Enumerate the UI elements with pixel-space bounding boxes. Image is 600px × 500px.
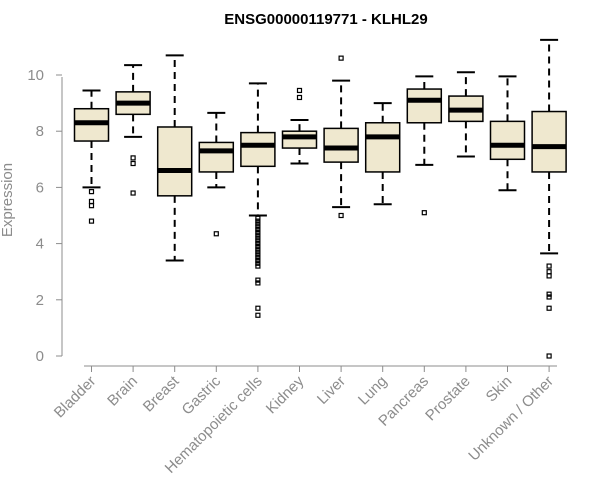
outlier-point [213,231,219,237]
outlier-point [130,155,136,161]
box-group [240,82,276,318]
box-group [323,55,359,219]
outlier-point [546,273,552,279]
iqr-box [406,88,443,124]
outlier-point [296,87,303,94]
iqr-box [489,120,526,161]
outlier-point [255,280,261,286]
y-tick-label: 2 [36,292,44,309]
outlier-point [255,232,261,238]
box-group [531,38,567,359]
y-tick-label: 8 [36,123,44,140]
outlier-point [255,249,261,255]
x-tick-label: Prostate [422,373,474,425]
outlier-point [255,221,261,227]
box-group [156,54,193,262]
outlier-point [255,226,261,233]
outlier-point [255,241,261,247]
x-tick-label: Kidney [263,372,308,417]
outlier-point [255,224,261,230]
outlier-point [546,291,552,297]
outlier-point [130,160,136,167]
box-group [364,102,401,206]
outlier-point [130,190,136,196]
x-tick-label: Breast [140,372,183,415]
outlier-point [88,218,95,224]
y-ticks: 0 2 4 6 8 10 [27,67,62,365]
boxes [73,38,567,359]
outlier-point [255,235,261,241]
outlier-point [88,203,95,209]
iqr-box [198,141,235,173]
outlier-point [255,252,261,258]
outlier-point [546,263,552,269]
outlier-point [421,210,427,216]
outlier-point [255,215,261,221]
y-axis-label: Expression [0,163,16,237]
outlier-point [255,263,261,269]
outlier-point [255,305,261,311]
outlier-point [546,269,552,275]
outlier-point [255,238,261,244]
box-group [489,75,526,192]
outlier-point [255,243,261,250]
iqr-box [531,110,567,173]
y-tick-label: 10 [27,67,44,84]
outlier-point [88,189,95,195]
outlier-point [88,198,95,205]
y-tick-label: 6 [36,179,44,196]
box-group [406,75,443,216]
outlier-point [255,255,261,261]
box-group [115,64,151,196]
outlier-point [255,218,261,224]
x-tick-label: Brain [104,373,141,410]
y-tick-label: 4 [36,236,44,253]
box-group [198,111,235,237]
box-group [281,87,318,165]
outlier-point [255,246,261,252]
x-tick-label: Bladder [51,373,100,422]
outlier-point [546,353,552,359]
iqr-box [156,126,193,197]
x-tick-label: Lung [355,373,391,409]
outlier-point [338,212,344,219]
box-group [448,71,484,158]
chart-title: ENSG00000119771 - KLHL29 [224,11,427,28]
iqr-box [281,130,318,149]
x-tick-label: Liver [314,373,349,408]
outlier-point [255,312,261,318]
outlier-point [546,294,552,300]
outlier-point [338,55,344,61]
outlier-point [255,260,261,266]
outlier-point [546,305,552,311]
iqr-box [240,131,276,168]
iqr-box [323,127,359,163]
x-tick-label: Skin [483,373,516,406]
box-group [73,89,110,224]
outlier-point [255,257,261,264]
iqr-box [364,122,401,173]
outlier-point [255,229,261,235]
outlier-point [296,94,303,101]
y-tick-label: 0 [36,348,44,365]
outlier-point [255,277,261,283]
